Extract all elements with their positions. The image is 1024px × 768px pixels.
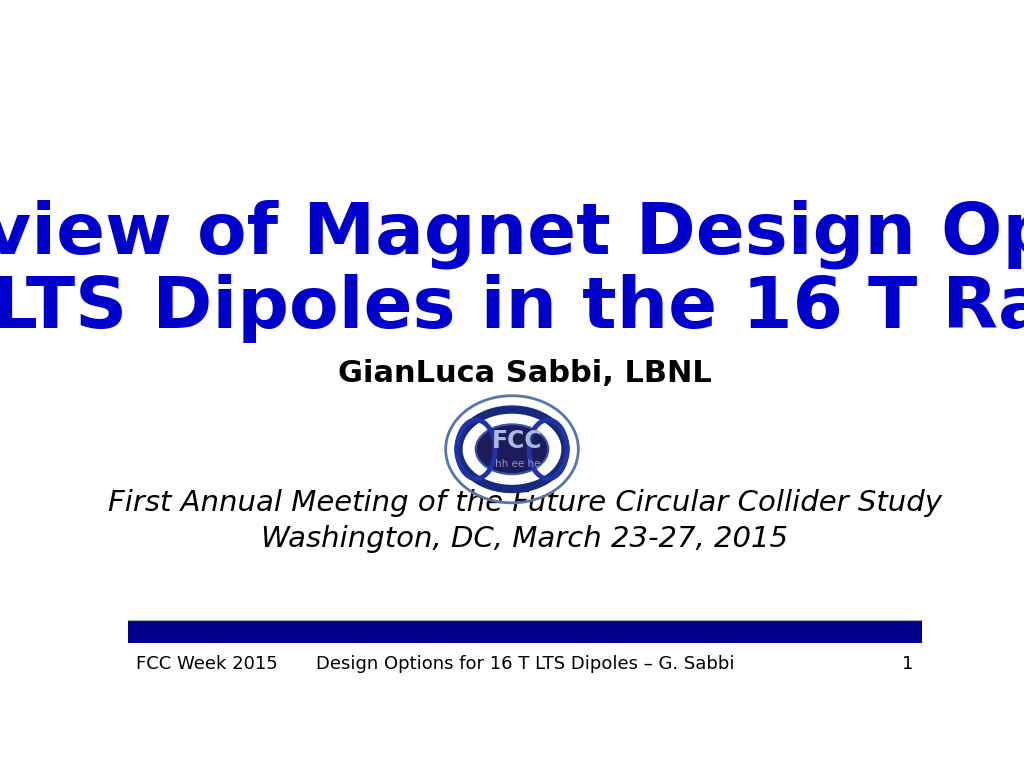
Text: 1: 1: [902, 655, 913, 673]
Text: hh ee he: hh ee he: [495, 459, 541, 469]
Text: FCC Week 2015: FCC Week 2015: [136, 655, 278, 673]
Text: for LTS Dipoles in the 16 T Range: for LTS Dipoles in the 16 T Range: [0, 273, 1024, 343]
Text: Design Options for 16 T LTS Dipoles – G. Sabbi: Design Options for 16 T LTS Dipoles – G.…: [315, 655, 734, 673]
Text: FCC: FCC: [493, 429, 543, 453]
Text: Washington, DC, March 23-27, 2015: Washington, DC, March 23-27, 2015: [261, 525, 788, 553]
Text: First Annual Meeting of the Future Circular Collider Study: First Annual Meeting of the Future Circu…: [108, 489, 942, 517]
Bar: [128, 620, 922, 644]
Ellipse shape: [476, 425, 548, 474]
Text: GianLuca Sabbi, LBNL: GianLuca Sabbi, LBNL: [338, 359, 712, 388]
Text: Overview of Magnet Design Options: Overview of Magnet Design Options: [0, 200, 1024, 269]
